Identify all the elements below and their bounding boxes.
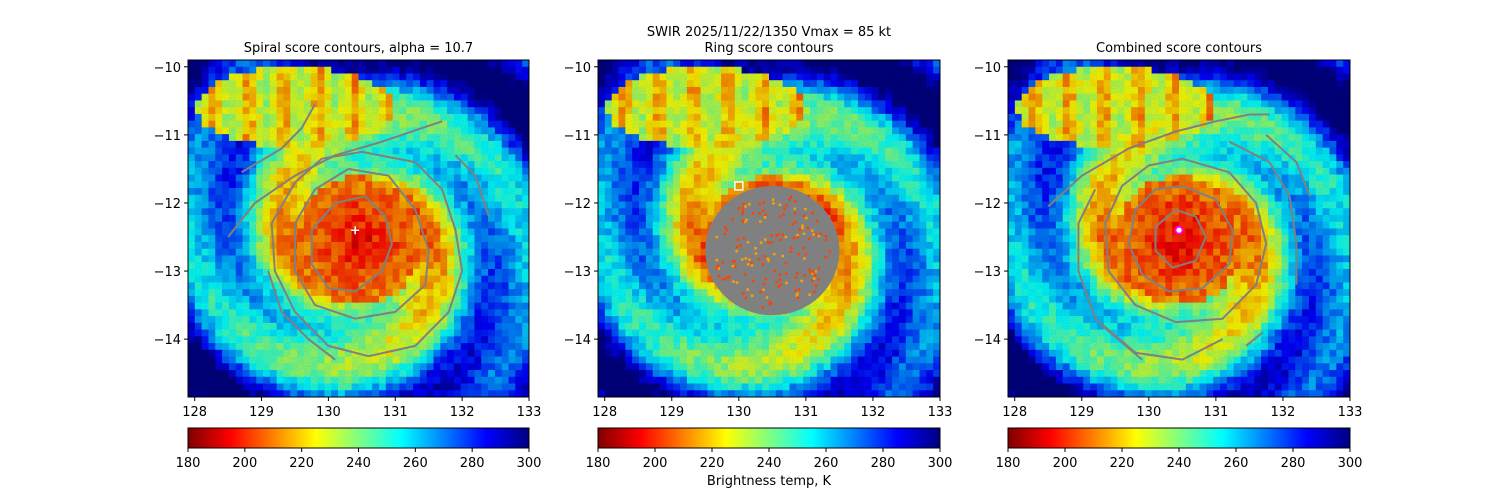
panel-title: Spiral score contours, alpha = 10.7 bbox=[244, 41, 473, 56]
contour-line bbox=[1245, 331, 1264, 347]
contour-line bbox=[227, 120, 443, 238]
panel-3: Combined score contours 128 129 130 131 132 13… bbox=[974, 41, 1363, 471]
y-tick-label: −14 bbox=[974, 333, 1001, 348]
y-tick-label: −13 bbox=[154, 265, 181, 280]
contour-line bbox=[1154, 208, 1207, 269]
colorbar-bar bbox=[1007, 427, 1351, 449]
y-tick-label: −12 bbox=[564, 197, 591, 212]
x-tick-label: 131 bbox=[793, 405, 818, 420]
contour-line bbox=[310, 195, 393, 293]
contour-line bbox=[1101, 324, 1143, 361]
contour-line bbox=[454, 154, 490, 217]
y-tick-label: −12 bbox=[974, 197, 1001, 212]
colorbar-tick-label: 200 bbox=[232, 456, 257, 471]
y-tick-label: −14 bbox=[154, 333, 181, 348]
x-tick-label: 133 bbox=[1338, 405, 1363, 420]
axes-frame bbox=[187, 59, 530, 398]
contour-line bbox=[267, 270, 336, 361]
x-tick-label: 130 bbox=[726, 405, 751, 420]
colorbar: 180 200 220 240 260 280 300 bbox=[586, 427, 953, 471]
x-tick-label: 129 bbox=[249, 405, 274, 420]
colorbar-tick-label: 240 bbox=[757, 456, 782, 471]
contour-line bbox=[1265, 134, 1311, 197]
panel-title: Ring score contours bbox=[704, 41, 833, 56]
colorbar-tick-label: 220 bbox=[289, 456, 314, 471]
colorbar-tick-label: 200 bbox=[643, 456, 668, 471]
colorbar-tick-label: 280 bbox=[1281, 456, 1306, 471]
x-tick-label: 132 bbox=[861, 405, 886, 420]
x-tick-label: 133 bbox=[517, 405, 542, 420]
x-tick-label: 128 bbox=[592, 405, 617, 420]
center-marker bbox=[1174, 225, 1184, 235]
axes-frame bbox=[1007, 59, 1351, 398]
colorbar-tick-label: 300 bbox=[1338, 456, 1363, 471]
x-tick-label: 129 bbox=[659, 405, 684, 420]
y-tick-label: −11 bbox=[154, 129, 181, 144]
colorbar-tick-label: 280 bbox=[460, 456, 485, 471]
panel-1: Spiral score contours, alpha = 10.7 128 12… bbox=[154, 41, 542, 471]
colorbar-tick-label: 260 bbox=[814, 456, 839, 471]
y-tick-label: −11 bbox=[564, 129, 591, 144]
x-tick-label: 132 bbox=[1271, 405, 1296, 420]
contour-line bbox=[1104, 157, 1268, 324]
center-marker bbox=[351, 226, 360, 235]
x-tick-label: 130 bbox=[1136, 405, 1161, 420]
heatmap-image bbox=[188, 60, 529, 397]
y-tick-label: −10 bbox=[154, 61, 181, 76]
colorbar: 180 200 220 240 260 280 300 bbox=[176, 427, 542, 471]
colorbar: 180 200 220 240 260 280 300 bbox=[996, 427, 1363, 471]
x-tick-label: 128 bbox=[182, 405, 207, 420]
x-tick-label: 132 bbox=[450, 405, 475, 420]
x-tick-label: 131 bbox=[1203, 405, 1228, 420]
contour-line bbox=[1228, 140, 1298, 285]
contour-lines bbox=[227, 103, 490, 361]
x-tick-label: 129 bbox=[1069, 405, 1094, 420]
contour-line bbox=[1127, 184, 1234, 293]
y-tick-label: −10 bbox=[974, 61, 1001, 76]
ring-score-region bbox=[705, 185, 840, 316]
x-tick-label: 133 bbox=[928, 405, 953, 420]
panel-2: Ring score contours 128 129 130 131 132 133 −10… bbox=[564, 41, 953, 471]
y-tick-label: −10 bbox=[564, 61, 591, 76]
colorbar-tick-label: 280 bbox=[871, 456, 896, 471]
colorbar-tick-label: 200 bbox=[1053, 456, 1078, 471]
colorbar-bar bbox=[597, 427, 941, 449]
colorbar-bar bbox=[187, 427, 530, 449]
colorbar-tick-label: 300 bbox=[928, 456, 953, 471]
contour-lines bbox=[1047, 113, 1311, 361]
colorbar-tick-label: 180 bbox=[176, 456, 201, 471]
contour-line bbox=[240, 103, 316, 174]
colorbar-tick-label: 220 bbox=[700, 456, 725, 471]
center-marker bbox=[734, 181, 744, 191]
colorbar-tick-label: 260 bbox=[1224, 456, 1249, 471]
colorbar-tick-label: 260 bbox=[403, 456, 428, 471]
y-tick-label: −11 bbox=[974, 129, 1001, 144]
panel-title: Combined score contours bbox=[1096, 41, 1262, 56]
y-tick-label: −14 bbox=[564, 333, 591, 348]
colorbar-tick-label: 300 bbox=[517, 456, 542, 471]
contour-line bbox=[1047, 113, 1270, 208]
panels: Spiral score contours, alpha = 10.7 128 12… bbox=[154, 41, 1363, 471]
contour-line bbox=[1077, 188, 1224, 361]
colorbar-tick-label: 240 bbox=[346, 456, 371, 471]
colorbar-tick-label: 180 bbox=[586, 456, 611, 471]
colorbar-tick-label: 220 bbox=[1110, 456, 1135, 471]
colorbar-label: Brightness temp, K bbox=[707, 474, 832, 489]
x-tick-label: 128 bbox=[1002, 405, 1027, 420]
colorbar-tick-label: 180 bbox=[996, 456, 1021, 471]
figure-suptitle: SWIR 2025/11/22/1350 Vmax = 85 kt bbox=[647, 25, 891, 40]
y-tick-label: −12 bbox=[154, 197, 181, 212]
contour-line bbox=[294, 167, 430, 320]
colorbar-tick-label: 240 bbox=[1167, 456, 1192, 471]
y-tick-label: −13 bbox=[564, 265, 591, 280]
axes-frame bbox=[597, 59, 941, 398]
x-tick-label: 130 bbox=[316, 405, 341, 420]
y-tick-label: −13 bbox=[974, 265, 1001, 280]
x-tick-label: 131 bbox=[383, 405, 408, 420]
